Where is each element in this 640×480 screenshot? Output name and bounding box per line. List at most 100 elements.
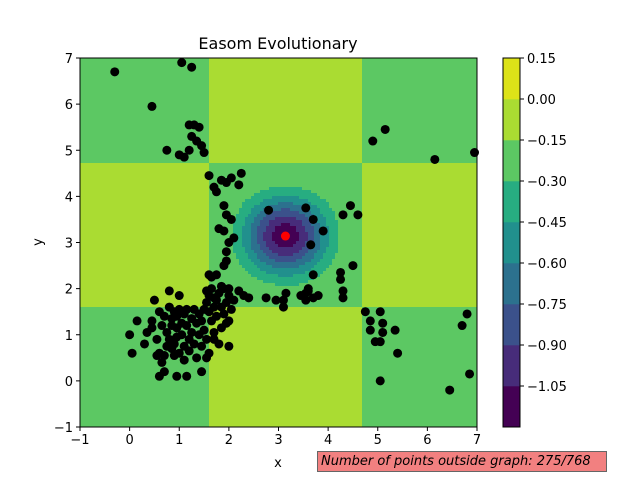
contour-cell (83, 118, 87, 122)
contour-cell (167, 190, 171, 194)
contour-cell (152, 400, 156, 404)
contour-cell (155, 169, 159, 173)
contour-cell (92, 244, 96, 248)
contour-cell (143, 283, 147, 287)
contour-cell (185, 397, 189, 401)
contour-cell (98, 190, 102, 194)
contour-cell (119, 91, 123, 95)
contour-cell (176, 277, 180, 281)
contour-cell (104, 256, 108, 260)
contour-cell (125, 163, 129, 167)
contour-cell (80, 331, 84, 335)
contour-cell (104, 376, 108, 380)
contour-cell (155, 160, 159, 164)
contour-cell (179, 163, 183, 167)
contour-cell (92, 127, 96, 131)
contour-cell (191, 175, 195, 179)
contour-cell (191, 178, 195, 182)
contour-cell (194, 151, 198, 155)
contour-cell (86, 307, 90, 311)
contour-cell (137, 409, 141, 413)
contour-cell (188, 364, 192, 368)
contour-cell (80, 367, 84, 371)
contour-cell (107, 406, 111, 410)
contour-cell (170, 124, 174, 128)
contour-cell (134, 277, 138, 281)
contour-cell (113, 103, 117, 107)
contour-cell (107, 136, 111, 140)
contour-cell (128, 301, 132, 305)
contour-cell (158, 130, 162, 134)
contour-cell (170, 418, 174, 422)
contour-cell (86, 397, 90, 401)
contour-cell (140, 277, 144, 281)
contour-cell (110, 247, 114, 251)
contour-cell (119, 379, 123, 383)
contour-cell (167, 220, 171, 224)
contour-cell (131, 346, 135, 350)
contour-cell (167, 271, 171, 275)
contour-cell (80, 187, 84, 191)
contour-cell (176, 394, 180, 398)
contour-cell (173, 217, 177, 221)
contour-cell (140, 88, 144, 92)
contour-cell (125, 142, 129, 146)
contour-cell (101, 274, 105, 278)
contour-cell (98, 91, 102, 95)
contour-cell (80, 190, 84, 194)
contour-cell (116, 109, 120, 113)
contour-cell (95, 382, 99, 386)
contour-cell (104, 58, 108, 62)
contour-cell (116, 400, 120, 404)
contour-cell (101, 250, 105, 254)
contour-cell (80, 346, 84, 350)
contour-cell (101, 319, 105, 323)
contour-cell (146, 316, 150, 320)
contour-cell (146, 388, 150, 392)
contour-cell (182, 424, 186, 428)
contour-cell (89, 385, 93, 389)
contour-cell (119, 70, 123, 74)
contour-cell (119, 79, 123, 83)
contour-cell (116, 76, 120, 80)
contour-cell (92, 58, 96, 62)
contour-cell (197, 379, 201, 383)
contour-cell (98, 340, 102, 344)
contour-cell (95, 106, 99, 110)
contour-cell (152, 421, 156, 425)
contour-cell (194, 394, 198, 398)
contour-cell (197, 421, 201, 425)
contour-cell (185, 280, 189, 284)
contour-cell (146, 298, 150, 302)
contour-cell (95, 376, 99, 380)
contour-cell (95, 340, 99, 344)
contour-cell (95, 373, 99, 377)
contour-cell (98, 241, 102, 245)
contour-cell (125, 187, 129, 191)
contour-cell (98, 292, 102, 296)
contour-cell (119, 424, 123, 428)
contour-cell (155, 91, 159, 95)
contour-cell (128, 268, 132, 272)
contour-cell (80, 304, 84, 308)
contour-cell (128, 250, 132, 254)
contour-cell (137, 421, 141, 425)
contour-cell (182, 73, 186, 77)
contour-cell (113, 364, 117, 368)
contour-cell (89, 181, 93, 185)
contour-cell (173, 298, 177, 302)
contour-cell (92, 292, 96, 296)
contour-cell (170, 181, 174, 185)
contour-cell (131, 94, 135, 98)
contour-cell (80, 229, 84, 233)
contour-cell (95, 73, 99, 77)
contour-cell (119, 163, 123, 167)
contour-cell (167, 193, 171, 197)
contour-cell (89, 316, 93, 320)
contour-cell (137, 148, 141, 152)
contour-cell (188, 421, 192, 425)
contour-cell (92, 247, 96, 251)
contour-cell (176, 169, 180, 173)
contour-cell (86, 340, 90, 344)
contour-cell (143, 223, 147, 227)
